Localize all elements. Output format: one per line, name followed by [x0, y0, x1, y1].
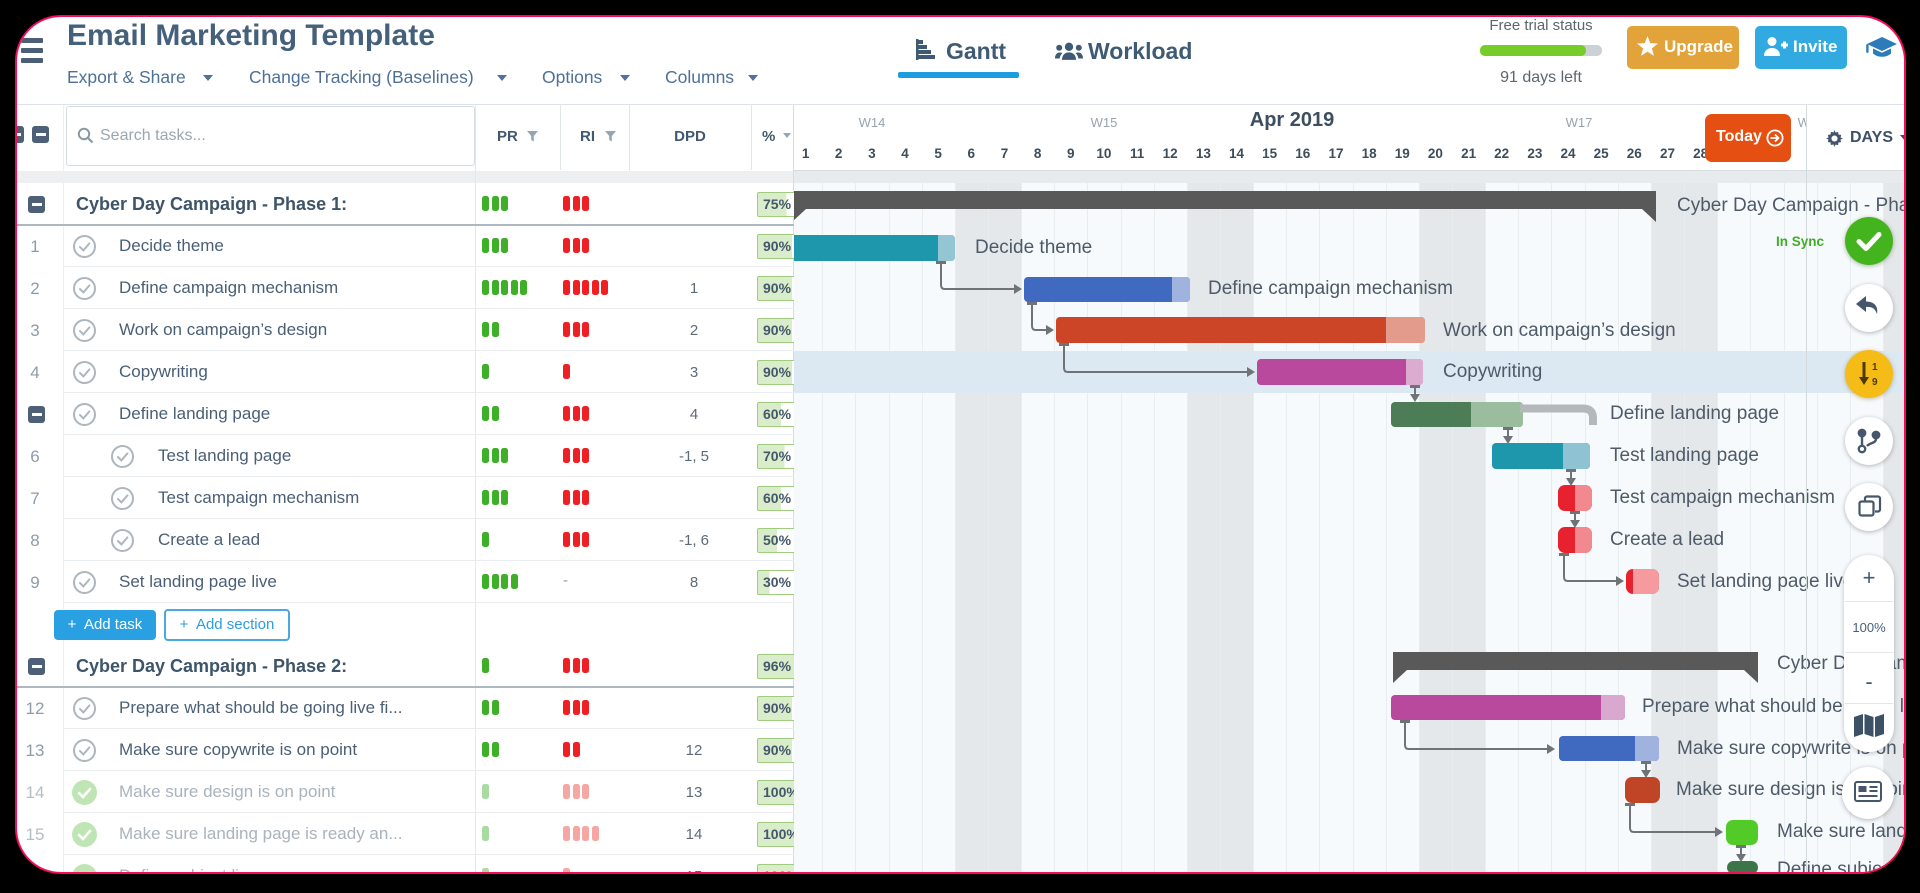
svg-text:9: 9 — [1872, 377, 1878, 387]
svg-text:1: 1 — [1872, 362, 1878, 373]
